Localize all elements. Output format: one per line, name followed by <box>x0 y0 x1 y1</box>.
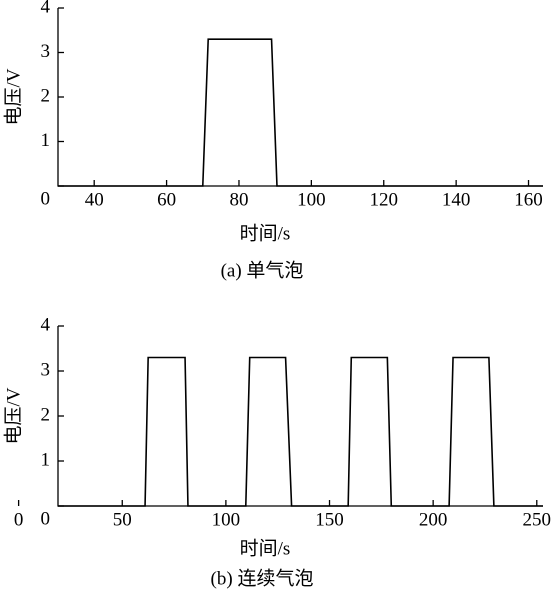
y-tick-label: 4 <box>41 0 51 17</box>
caption: (b) 连续气泡 <box>211 567 314 589</box>
caption: (a) 单气泡 <box>221 259 304 281</box>
x-tick-label: 250 <box>523 509 552 530</box>
x-tick-label: 200 <box>419 509 448 530</box>
x-tick-label: 80 <box>229 189 248 210</box>
x-tick-label: 160 <box>514 189 543 210</box>
y-tick-label: 0 <box>41 508 51 529</box>
x-axis-label: 时间/s <box>240 222 291 244</box>
y-tick-label: 3 <box>41 359 51 380</box>
y-tick-label: 1 <box>41 130 51 151</box>
axes <box>57 8 543 187</box>
y-tick-label: 4 <box>41 314 51 335</box>
x-axis-label: 时间/s <box>240 537 291 559</box>
x-tick-label: 140 <box>442 189 471 210</box>
y-tick-label: 2 <box>41 85 51 106</box>
x-tick-label: 50 <box>113 509 132 530</box>
x-tick-label: 0 <box>14 509 24 530</box>
signal-line <box>58 356 543 507</box>
x-tick-label: 150 <box>315 509 344 530</box>
x-tick-label: 100 <box>297 189 326 210</box>
x-tick-label: 40 <box>85 189 104 210</box>
y-tick-label: 1 <box>41 449 51 470</box>
x-tick-label: 100 <box>212 509 241 530</box>
x-tick-label: 120 <box>369 189 398 210</box>
y-axis-label: 电压/V <box>2 68 24 125</box>
y-tick-label: 2 <box>41 404 51 425</box>
y-tick-label: 0 <box>41 188 51 209</box>
y-axis-label: 电压/V <box>2 387 24 444</box>
y-tick-label: 3 <box>41 41 51 62</box>
axes <box>57 326 543 507</box>
x-tick-label: 60 <box>157 189 176 210</box>
signal-line <box>58 38 543 187</box>
